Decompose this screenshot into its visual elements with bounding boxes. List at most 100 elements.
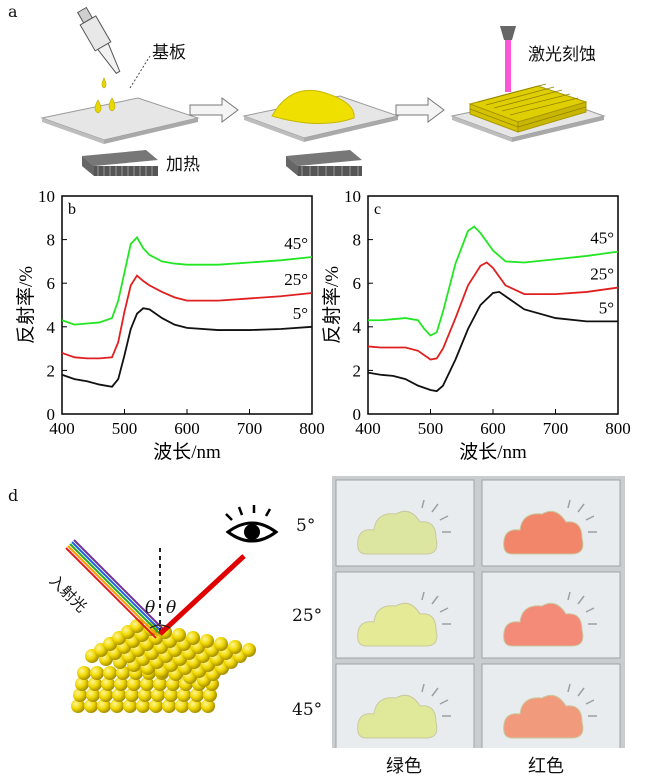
laser-etch-label: 激光刻蚀 (528, 45, 596, 65)
nanoparticle (116, 666, 130, 680)
nanoparticle (114, 677, 128, 691)
angle-label-45: 45° (292, 700, 323, 720)
nanoparticle-stack (468, 83, 588, 133)
nanoparticle (200, 634, 214, 648)
y-tick-label: 8 (47, 231, 56, 250)
nanoparticle (90, 666, 104, 680)
series-label: 45° (284, 234, 308, 253)
y-tick-label: 2 (47, 361, 56, 380)
film-dome (271, 89, 355, 124)
nanoparticle (97, 699, 111, 713)
nanoparticle (101, 677, 115, 691)
x-tick-label: 800 (299, 419, 325, 438)
laser-icon (500, 26, 516, 92)
sun-rays (567, 499, 597, 533)
y-tick-label: 2 (353, 361, 362, 380)
heating-label: 加热 (166, 155, 200, 175)
nanoparticle (84, 699, 98, 713)
nanoparticle (151, 688, 165, 702)
series-label: 25° (284, 270, 308, 289)
x-tick-label: 600 (174, 419, 200, 438)
nanoparticle (162, 699, 176, 713)
red-column-label: 红色 (528, 756, 564, 777)
angle-label-5: 5° (296, 516, 316, 536)
nanoparticle (77, 666, 91, 680)
x-tick-label: 700 (237, 419, 263, 438)
nanoparticle (164, 688, 178, 702)
x-tick-label: 700 (543, 419, 569, 438)
cloud-shape (503, 602, 584, 647)
theta-left-label: θ (145, 598, 156, 618)
cloud-shape (503, 510, 584, 555)
x-tick-label: 400 (49, 419, 75, 438)
y-tick-label: 10 (38, 187, 55, 206)
cloud-shape (357, 694, 438, 739)
nanoparticle (186, 631, 200, 645)
angle-label-25: 25° (292, 606, 323, 626)
y-tick-label: 6 (47, 274, 56, 293)
cloud-shape (357, 602, 438, 647)
y-tick-label: 4 (47, 318, 56, 337)
heater-icon (82, 150, 158, 176)
nanoparticle (203, 688, 217, 702)
cloud-pattern (357, 683, 451, 739)
cloud-shape (357, 510, 438, 555)
panel-d-label: d (8, 486, 19, 505)
nanoparticle (88, 677, 102, 691)
pipette-icon (76, 6, 121, 75)
droplet-icons (94, 77, 116, 114)
series-label: 45° (590, 229, 614, 248)
y-axis-label: 反射率/% (321, 266, 343, 344)
x-tick-label: 600 (480, 419, 506, 438)
y-tick-label: 10 (344, 187, 361, 206)
nanoparticle (75, 677, 89, 691)
incident-light-beam (65, 539, 165, 639)
panel-d-diagram (65, 505, 279, 713)
x-tick-label: 500 (418, 419, 444, 438)
sun-rays (421, 591, 451, 625)
substrate-label: 基板 (152, 43, 186, 63)
theta-right-label: θ (166, 598, 177, 618)
nanoparticle (214, 637, 228, 651)
panel-a-label: a (8, 2, 18, 21)
nanoparticle (71, 699, 85, 713)
nanoparticle (110, 699, 124, 713)
cloud-pattern (503, 499, 597, 555)
nanoparticle (190, 688, 204, 702)
series-line-5deg (367, 290, 618, 393)
nanoparticle (175, 699, 189, 713)
y-tick-label: 0 (47, 405, 56, 424)
series-line-5deg (61, 307, 313, 388)
panel-label: c (374, 201, 381, 218)
heater-icon (286, 150, 362, 176)
nanoparticle (177, 688, 191, 702)
nanoparticle (112, 688, 126, 702)
cloud-pattern (357, 591, 451, 647)
cloud-pattern (357, 499, 451, 555)
substrate-plate (40, 97, 200, 141)
series-line-45deg (368, 225, 619, 337)
sample-photo-grid (332, 476, 625, 751)
panel-label: b (68, 201, 76, 218)
nanoparticle (123, 699, 137, 713)
y-axis-label: 反射率/% (15, 266, 37, 344)
nanoparticle (140, 677, 154, 691)
reflectance-chart-b: 0 2 4 6 8 10 400 500 600 700 800 b 波长/nm 反射率/% 45° 25° 5… (15, 187, 325, 463)
x-tick-label: 500 (112, 419, 138, 438)
y-tick-label: 0 (353, 405, 362, 424)
y-tick-label: 6 (353, 274, 362, 293)
nanoparticle (103, 666, 117, 680)
sun-rays (567, 591, 597, 625)
series-line-25deg (61, 274, 313, 360)
reflectance-chart-c: 0 2 4 6 8 10 400 500 600 700 800 c 波长/nm 反射率/% 45° 25° 5… (321, 187, 631, 463)
nanoparticle (136, 699, 150, 713)
plot-frame (367, 195, 619, 415)
sun-rays (421, 683, 451, 717)
nanoparticle (138, 688, 152, 702)
nanoparticle (188, 699, 202, 713)
y-tick-label: 8 (353, 231, 362, 250)
nanoparticle (242, 643, 256, 657)
x-axis-label: 波长/nm (153, 441, 221, 463)
series-line-45deg (61, 235, 313, 326)
nanoparticle (228, 640, 242, 654)
